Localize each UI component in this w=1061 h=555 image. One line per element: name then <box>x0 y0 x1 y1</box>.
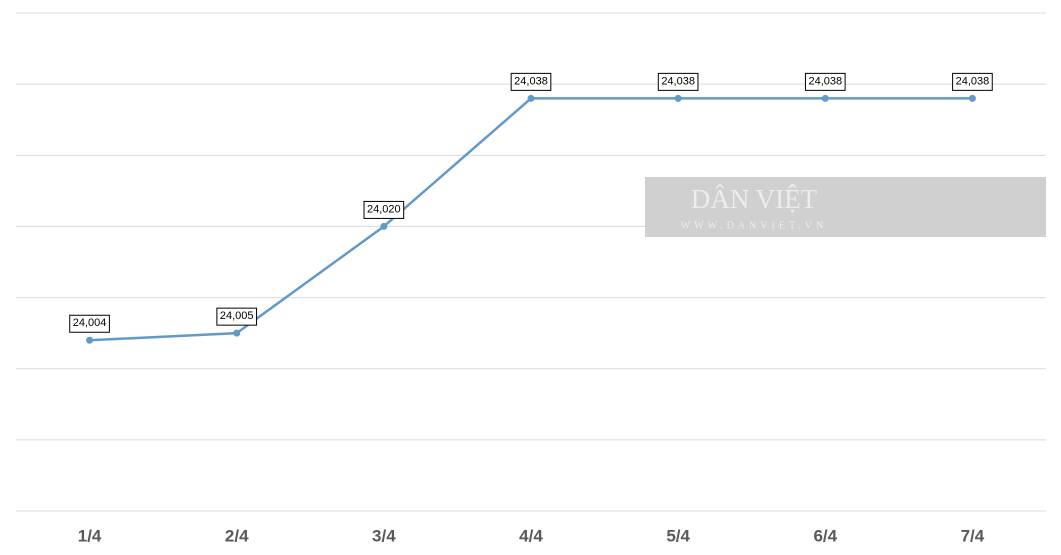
x-tick-label: 3/4 <box>372 526 396 545</box>
x-tick-label: 2/4 <box>225 526 249 545</box>
data-label-box <box>363 200 405 219</box>
data-label-group: 24,038 <box>804 72 846 91</box>
watermark: DÂN VIỆT WWW.DANVIET.VN <box>645 177 1046 237</box>
data-label-group: 24,004 <box>69 314 110 333</box>
data-label-box <box>510 72 552 91</box>
point <box>527 94 535 102</box>
data-label-box <box>69 314 110 333</box>
data-label-box <box>657 72 699 91</box>
data-label: 24,038 <box>661 75 695 87</box>
point <box>86 336 94 344</box>
x-tick-label: 1/4 <box>78 526 102 545</box>
data-label: 24,004 <box>73 317 107 329</box>
x-tick-label: 7/4 <box>961 526 985 545</box>
data-label: 24,038 <box>956 75 990 87</box>
point <box>968 94 976 102</box>
data-label: 24,020 <box>367 203 401 215</box>
data-label-group: 24,038 <box>657 72 699 91</box>
x-tick-label: 6/4 <box>813 526 837 545</box>
point <box>380 222 388 230</box>
data-label-box <box>804 72 846 91</box>
point <box>233 329 241 337</box>
data-label-box <box>216 307 258 326</box>
point <box>821 94 829 102</box>
watermark-box <box>645 177 1046 237</box>
data-label-group: 24,005 <box>216 307 258 326</box>
data-label-group: 24,038 <box>952 72 993 91</box>
data-label-group: 24,038 <box>510 72 552 91</box>
x-tick-label: 5/4 <box>666 526 690 545</box>
data-label-group: 24,020 <box>363 200 405 219</box>
watermark-subtitle: WWW.DANVIET.VN <box>681 220 828 231</box>
point <box>674 94 682 102</box>
data-label-box <box>952 72 993 91</box>
data-label: 24,038 <box>808 75 842 87</box>
x-tick-label: 4/4 <box>519 526 543 545</box>
data-label: 24,038 <box>514 75 548 87</box>
watermark-title: DÂN VIỆT <box>691 184 818 214</box>
data-label: 24,005 <box>220 310 254 322</box>
